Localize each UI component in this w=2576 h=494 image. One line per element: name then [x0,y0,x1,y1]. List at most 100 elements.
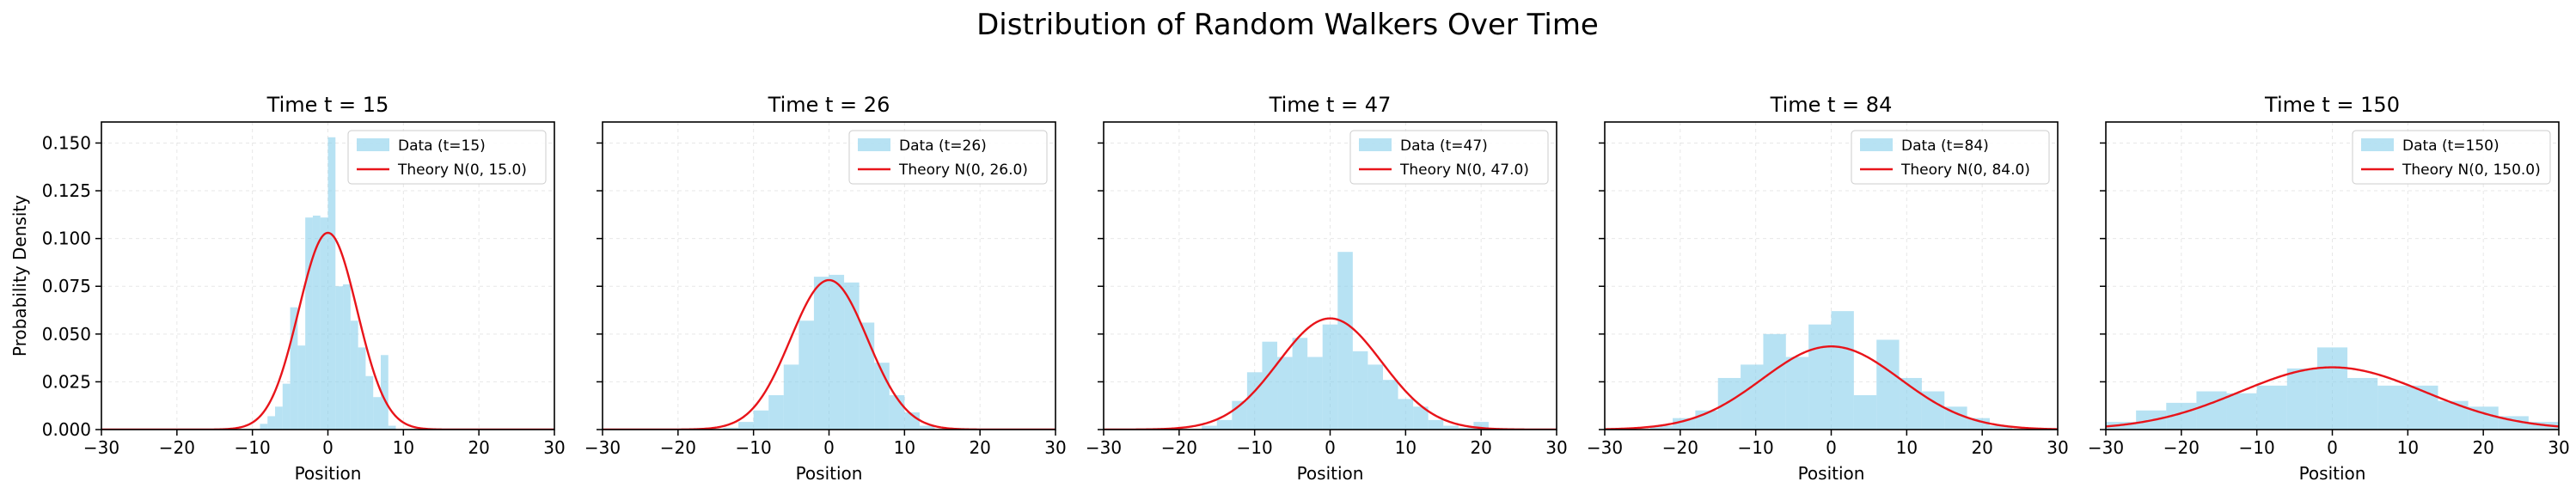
histogram-bar [1853,394,1877,430]
histogram-bar [2347,377,2378,430]
histogram-bar [1262,341,1278,430]
histogram-bar [829,274,845,430]
histogram-bar [1428,419,1444,430]
x-tick-label: 0 [1325,437,1336,458]
subplot-2: −30 −20 −10 0 10 20 30 Time t = 26 Position Data … [584,93,1067,484]
x-tick-label: −20 [660,437,696,458]
legend-swatch-data [1359,138,1392,151]
histogram-bar [260,424,268,430]
x-tick-label: 20 [1470,437,1491,458]
legend: Data (t=47) Theory N(0, 47.0) [1349,130,1549,185]
histogram-bar [1831,311,1854,430]
histogram-bar [1398,399,1414,430]
histogram-bar [267,416,276,430]
x-axis-label: Position [796,463,863,484]
histogram-bar [1368,364,1383,430]
x-tick-label: 0 [1826,437,1837,458]
legend-box [848,130,1048,185]
histogram-bar [1989,425,2013,430]
legend-label-theory: Theory N(0, 26.0) [898,162,1028,179]
y-tick-label: 0.025 [42,371,91,392]
histogram-bar [2316,347,2348,430]
y-tick-label: 0.100 [42,229,91,249]
x-tick-label: −20 [2163,437,2200,458]
legend: Data (t=15) Theory N(0, 15.0) [347,130,547,185]
histogram-bar [1967,418,1990,430]
histogram-bar [1741,364,1764,430]
theory-curve [1605,345,2058,430]
x-tick-label: −30 [2088,437,2124,458]
x-tick-label: −10 [736,437,772,458]
legend-label-theory: Theory N(0, 84.0) [1900,162,2030,179]
x-axis-label: Position [1798,463,1865,484]
legend-label-theory: Theory N(0, 47.0) [1399,162,1529,179]
subplot-title: Time t = 26 [768,93,890,117]
histogram-bar [723,427,739,430]
histogram-bar [768,394,784,430]
histogram-bar [388,425,396,430]
histogram-bar [2226,393,2257,430]
x-tick-label: −30 [1086,437,1122,458]
histogram-bar [1246,372,1263,430]
histogram-bar [1413,406,1429,430]
legend-swatch-data [858,138,890,151]
theory-curve [1104,317,1557,430]
subplot-title: Time t = 150 [2264,93,2400,117]
histogram-bar [1292,338,1308,430]
x-tick-label: 20 [1971,437,1992,458]
histogram-bar [2377,385,2408,430]
legend-label-data: Data (t=150) [2402,137,2500,155]
x-tick-label: −20 [1662,437,1698,458]
x-tick-label: 10 [894,437,915,458]
histogram-bar [1277,357,1293,430]
x-axis-label: Position [1297,463,1364,484]
histogram-bar [889,394,905,430]
legend-label-data: Data (t=84) [1901,137,1989,155]
histogram-bar [1673,418,1696,430]
x-tick-label: 10 [393,437,414,458]
subplot-3: −30 −20 −10 0 10 20 30 Time t = 47 Position Data … [1086,93,1568,484]
subplot-1: −30 −20 −10 0 10 20 30 0.000 0.025 0.050 0.075 0.10… [9,93,566,484]
x-tick-label: 20 [468,437,489,458]
histogram-bar [1337,252,1353,430]
histogram-bar [1717,377,1741,430]
histogram-bar [1763,333,1786,430]
histogram-bars [260,137,396,430]
subplot-title: Time t = 84 [1770,93,1893,117]
legend: Data (t=84) Theory N(0, 84.0) [1851,130,2050,185]
histogram-bar [290,307,298,430]
subplot-grid: −30 −20 −10 0 10 20 30 0.000 0.025 0.050 0.075 0.10… [9,93,2570,484]
histogram-bar [1473,422,1489,430]
x-tick-label: 30 [2047,437,2068,458]
histogram-bar [753,410,769,430]
histogram-bar [358,347,366,430]
x-tick-label: −30 [1587,437,1623,458]
histogram-bars [2106,347,2559,430]
histogram-bar [327,137,336,430]
histogram-bar [275,406,283,430]
x-tick-label: −20 [1161,437,1197,458]
histogram-bar [2196,391,2227,430]
histogram-bar [1307,357,1323,430]
subplot-4: −30 −20 −10 0 10 20 30 Time t = 84 Position Data … [1587,93,2069,484]
legend-label-theory: Theory N(0, 15.0) [397,162,527,179]
histogram-bar [2286,368,2317,430]
legend-label-theory: Theory N(0, 150.0) [2402,162,2541,179]
histogram-bar [2408,385,2438,430]
histogram-bar [1382,380,1398,430]
y-tick-label: 0.075 [42,276,91,296]
histogram-bar [282,383,291,430]
legend-label-data: Data (t=47) [1400,137,1488,155]
histogram-bar [297,345,306,430]
histogram-bar [2438,400,2469,430]
histogram-bar [813,277,829,430]
subplot-5: −30 −20 −10 0 10 20 30 Time t = 150 Position Data… [2088,93,2570,484]
histogram-bar [312,215,321,430]
histogram-bar [798,320,814,430]
histogram-bar [350,320,358,430]
subplot-title: Time t = 15 [266,93,389,117]
x-tick-label: 0 [322,437,333,458]
histogram-bar [1352,351,1368,430]
x-axis-label: Position [2299,463,2366,484]
x-tick-label: −10 [2239,437,2275,458]
